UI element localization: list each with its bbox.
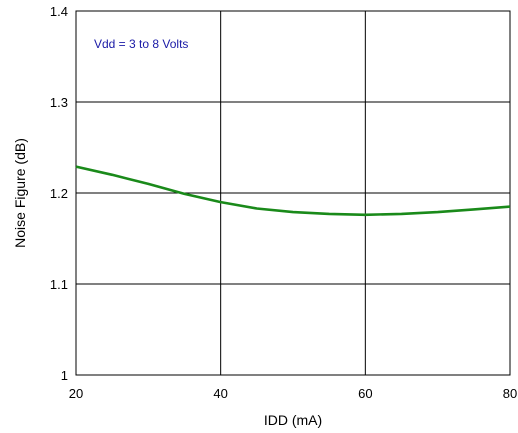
y-tick-label: 1 xyxy=(61,368,68,383)
x-tick-label: 20 xyxy=(69,386,83,401)
y-tick-labels: 1 1.1 1.2 1.3 1.4 xyxy=(50,4,68,383)
annotation-vdd: Vdd = 3 to 8 Volts xyxy=(94,37,188,51)
y-tick-label: 1.1 xyxy=(50,277,68,292)
x-axis-title: IDD (mA) xyxy=(264,412,322,428)
plot-frame xyxy=(75,10,511,376)
y-tick-label: 1.4 xyxy=(50,4,68,19)
y-tick-label: 1.3 xyxy=(50,95,68,110)
x-tick-labels: 20 40 60 80 xyxy=(69,386,517,401)
y-axis-title: Noise Figure (dB) xyxy=(12,138,28,248)
series-line-0 xyxy=(75,165,511,217)
y-tick-label: 1.2 xyxy=(50,186,68,201)
series-layer xyxy=(75,165,511,217)
x-tick-label: 80 xyxy=(503,386,517,401)
x-tick-label: 60 xyxy=(358,386,372,401)
x-tick-label: 40 xyxy=(213,386,227,401)
grid-lines xyxy=(75,10,511,376)
